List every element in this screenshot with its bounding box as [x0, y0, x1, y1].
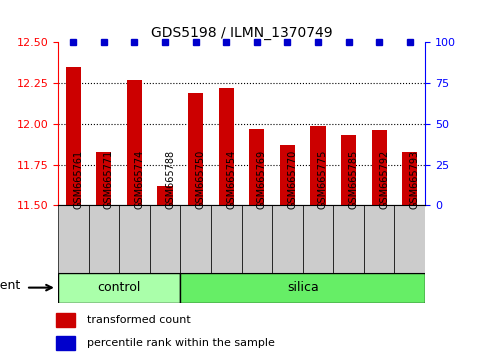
- Bar: [341, 135, 356, 205]
- Bar: [364, 205, 395, 273]
- Text: GSM665771: GSM665771: [104, 149, 114, 209]
- Bar: [180, 205, 211, 273]
- Bar: [88, 205, 119, 273]
- Bar: [219, 88, 234, 205]
- FancyBboxPatch shape: [180, 273, 425, 303]
- Bar: [280, 145, 295, 205]
- Text: GSM665793: GSM665793: [410, 149, 420, 209]
- Bar: [311, 126, 326, 205]
- Text: GSM665785: GSM665785: [349, 149, 358, 209]
- Bar: [242, 205, 272, 273]
- Text: silica: silica: [287, 281, 319, 294]
- Bar: [150, 205, 180, 273]
- Bar: [402, 152, 417, 205]
- Text: control: control: [98, 281, 141, 294]
- Bar: [157, 186, 173, 205]
- Text: GSM665775: GSM665775: [318, 149, 328, 209]
- Text: GSM665750: GSM665750: [196, 149, 206, 209]
- Bar: [272, 205, 303, 273]
- Text: GSM665792: GSM665792: [379, 149, 389, 209]
- Bar: [249, 129, 265, 205]
- Text: GSM665774: GSM665774: [134, 149, 144, 209]
- Text: GSM665788: GSM665788: [165, 149, 175, 209]
- Text: transformed count: transformed count: [87, 315, 191, 325]
- Text: GSM665754: GSM665754: [226, 149, 236, 209]
- Bar: [58, 205, 88, 273]
- Bar: [56, 313, 75, 327]
- Text: GSM665761: GSM665761: [73, 149, 83, 209]
- Bar: [119, 205, 150, 273]
- Text: agent: agent: [0, 279, 20, 292]
- Bar: [96, 152, 112, 205]
- Bar: [211, 205, 242, 273]
- Bar: [127, 80, 142, 205]
- Bar: [56, 336, 75, 350]
- Bar: [395, 205, 425, 273]
- Bar: [333, 205, 364, 273]
- Title: GDS5198 / ILMN_1370749: GDS5198 / ILMN_1370749: [151, 26, 332, 40]
- Text: GSM665769: GSM665769: [257, 149, 267, 209]
- Text: percentile rank within the sample: percentile rank within the sample: [87, 338, 275, 348]
- Text: GSM665770: GSM665770: [287, 149, 298, 209]
- FancyBboxPatch shape: [58, 273, 180, 303]
- Bar: [188, 93, 203, 205]
- Bar: [303, 205, 333, 273]
- Bar: [371, 130, 387, 205]
- Bar: [66, 67, 81, 205]
